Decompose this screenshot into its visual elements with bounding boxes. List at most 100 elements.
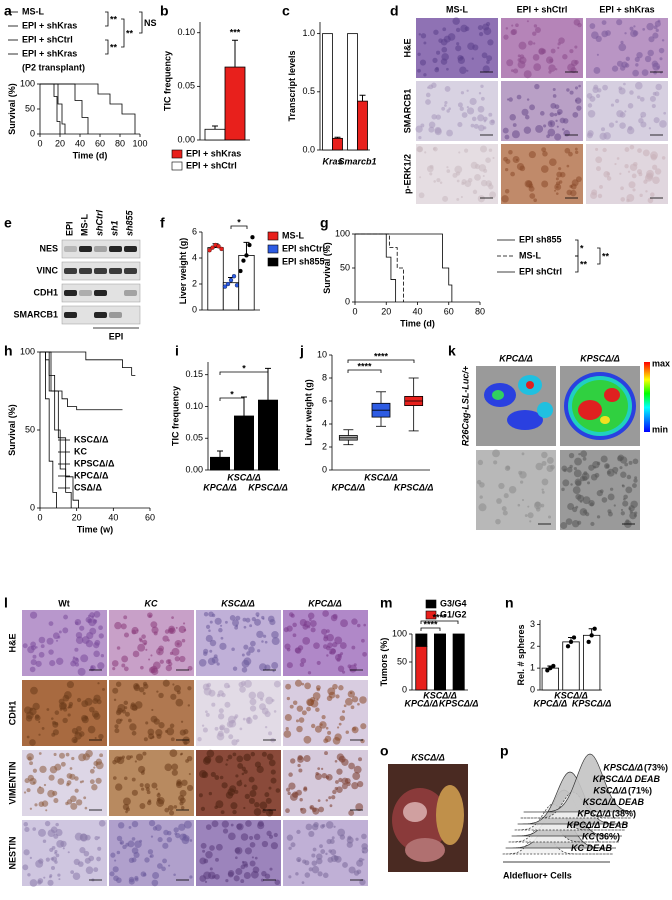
tissue-texture (201, 724, 205, 727)
tissue-texture (661, 156, 666, 160)
tissue-texture (36, 786, 45, 795)
tissue-texture (261, 751, 267, 757)
tissue-texture (304, 860, 310, 866)
tissue-texture (254, 618, 262, 626)
tissue-texture (492, 156, 495, 159)
tissue-texture (116, 646, 121, 650)
tissue-texture (266, 753, 274, 761)
tissue-texture (249, 698, 257, 706)
panel-letter: h (4, 343, 13, 359)
tissue-texture (311, 823, 319, 831)
signal (526, 381, 534, 389)
tissue-texture (211, 820, 219, 828)
tissue-texture (114, 859, 117, 862)
tissue-texture (624, 110, 627, 113)
tissue-texture (170, 737, 175, 742)
tissue-texture (321, 772, 328, 779)
tissue-texture (296, 725, 303, 733)
tissue-texture (595, 166, 601, 172)
x-tick-label: 40 (412, 306, 422, 316)
tissue-texture (566, 466, 573, 473)
tissue-texture (363, 623, 367, 627)
tissue-texture (85, 866, 94, 875)
bar (433, 633, 446, 691)
tissue-texture (155, 824, 162, 831)
tissue-texture (26, 711, 34, 720)
tissue-texture (641, 69, 649, 76)
significance: * (242, 363, 246, 373)
data-point (207, 248, 212, 253)
tissue-texture (81, 700, 89, 708)
data-point (545, 668, 550, 673)
tissue-texture (620, 471, 627, 478)
blot-band (64, 312, 77, 318)
blot-band (79, 246, 92, 252)
tissue-texture (587, 103, 593, 108)
tissue-texture (460, 24, 468, 33)
tissue-texture (483, 27, 492, 36)
tissue-texture (529, 193, 536, 199)
tissue-texture (89, 768, 95, 774)
tissue-texture (488, 184, 494, 190)
tissue-texture (626, 474, 632, 480)
tissue-texture (204, 880, 208, 884)
tissue-texture (554, 112, 558, 117)
lane-label: MS-L (79, 214, 89, 236)
tissue-texture (166, 836, 173, 843)
tissue-texture (508, 149, 513, 155)
tissue-texture (250, 640, 256, 647)
tissue-texture (582, 457, 587, 461)
tissue-texture (249, 624, 253, 628)
tissue-texture (22, 643, 28, 649)
tissue-texture (54, 849, 58, 854)
tissue-texture (216, 662, 220, 666)
tissue-texture (138, 686, 145, 693)
blot-band (64, 290, 77, 296)
tissue-texture (234, 625, 239, 630)
significance: * (237, 217, 241, 227)
bar (257, 399, 278, 471)
tissue-texture (446, 129, 453, 137)
x-tick-label: 40 (108, 512, 118, 522)
category-label: Smarcb1 (338, 156, 376, 166)
tissue-texture (232, 809, 237, 815)
tissue-texture (73, 738, 78, 743)
tissue-texture (351, 645, 356, 650)
tissue-texture (631, 173, 637, 179)
tissue-texture (97, 682, 100, 685)
tissue-texture (652, 176, 660, 185)
tissue-texture (229, 785, 237, 793)
tissue-texture (83, 850, 90, 857)
tissue-texture (632, 188, 636, 192)
tissue-texture (535, 462, 543, 471)
blot-band (79, 290, 92, 296)
tissue-texture (361, 833, 367, 840)
tissue-texture (630, 500, 638, 509)
tissue-texture (299, 798, 303, 802)
tissue-texture (244, 847, 252, 855)
sig-bracket (219, 371, 269, 375)
tissue-texture (164, 629, 170, 634)
tissue-texture (338, 685, 344, 691)
bar (347, 33, 358, 151)
tissue-texture (442, 27, 447, 32)
tissue-texture (574, 457, 582, 466)
legend-label: G3/G4 (440, 598, 467, 608)
data-point (225, 281, 231, 287)
category-label: KSCΔ/Δ (554, 690, 588, 700)
tissue-texture (110, 852, 116, 858)
tissue-texture (43, 783, 47, 787)
histogram-ridge (523, 753, 635, 813)
scale-label: max (652, 358, 670, 368)
tissue-texture (361, 843, 368, 850)
x-axis-label: Aldefluor+ Cells (503, 870, 572, 880)
tissue-texture (286, 662, 293, 669)
tissue-texture (243, 679, 252, 688)
tissue-texture (602, 147, 607, 153)
tissue-texture (128, 718, 132, 723)
tissue-texture (147, 728, 155, 736)
tissue-texture (433, 180, 436, 183)
tissue-texture (150, 654, 153, 657)
tissue-texture (67, 713, 71, 717)
tissue-texture (311, 865, 320, 874)
